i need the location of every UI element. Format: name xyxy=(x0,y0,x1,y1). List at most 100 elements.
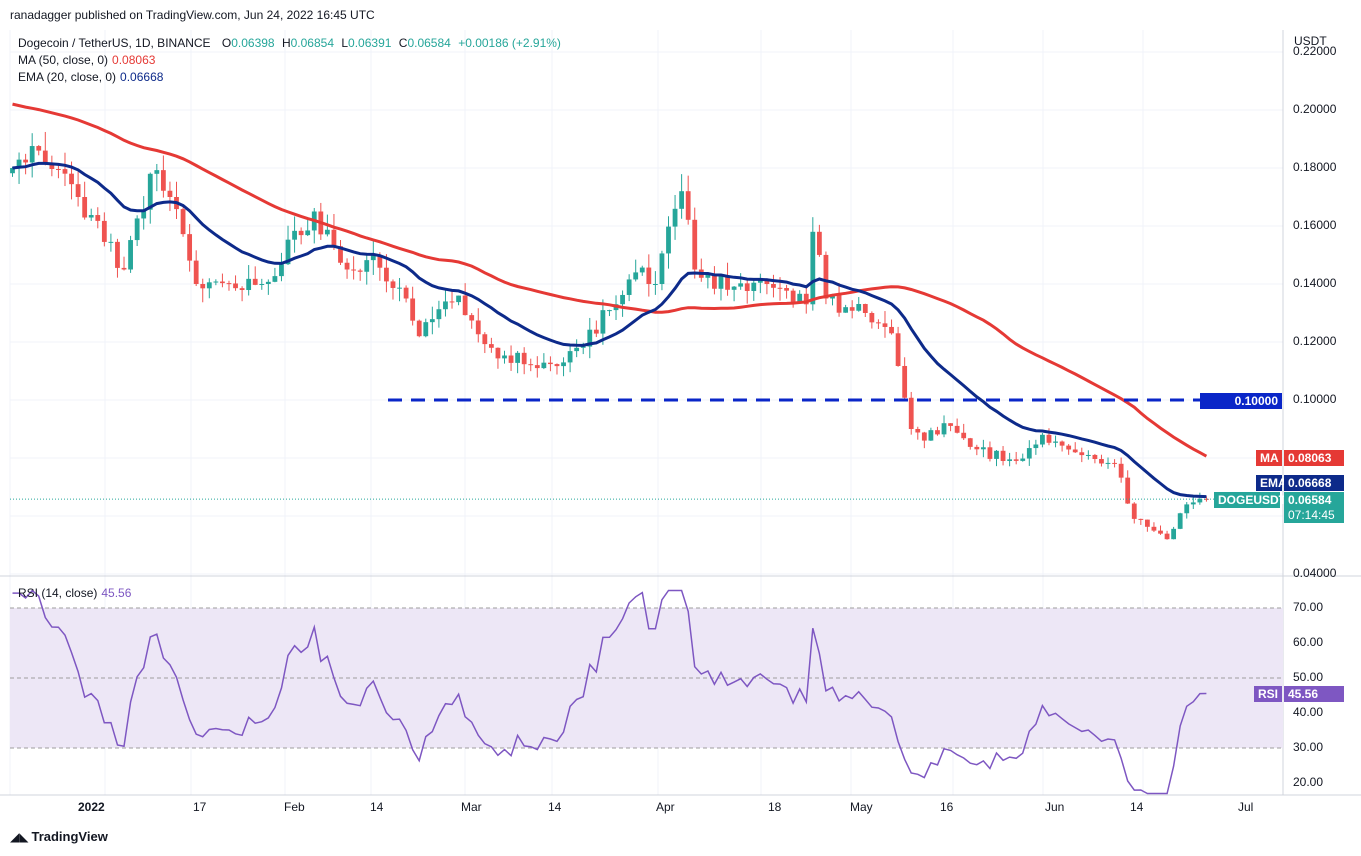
candle-body xyxy=(1164,533,1170,540)
rsi-tick: 50.00 xyxy=(1293,670,1324,684)
candle-body xyxy=(1131,503,1137,519)
tradingview-logo[interactable]: ◢◣ TradingView xyxy=(10,829,108,844)
candle-body xyxy=(1059,441,1065,446)
time-tick: 17 xyxy=(193,800,207,814)
ema-badge-name: EMA xyxy=(1256,475,1287,491)
ohlc-open-label: O xyxy=(221,36,232,50)
candle-body xyxy=(115,241,120,268)
candle-body xyxy=(75,184,81,197)
candle-body xyxy=(797,293,803,304)
time-tick: Mar xyxy=(461,800,482,814)
candle-body xyxy=(154,170,160,174)
candle-body xyxy=(508,355,514,363)
candle-body xyxy=(259,284,265,285)
candle-body xyxy=(56,168,61,170)
candle-body xyxy=(856,304,862,311)
candle-body xyxy=(574,347,580,352)
candle-body xyxy=(1066,445,1072,450)
candle-body xyxy=(23,159,29,163)
candle-body xyxy=(1112,462,1117,464)
candle-body xyxy=(744,283,750,291)
candle-body xyxy=(403,287,409,299)
candle-body xyxy=(397,287,402,289)
time-tick: 16 xyxy=(940,800,954,814)
ohlc-low: 0.06391 xyxy=(348,36,392,50)
candle-body xyxy=(364,260,370,272)
candle-body xyxy=(475,320,481,335)
candle-body xyxy=(902,365,908,398)
price-tick: 0.04000 xyxy=(1293,566,1337,580)
candle-body xyxy=(36,146,42,151)
candle-body xyxy=(639,267,645,273)
candle-body xyxy=(338,246,343,263)
candle-body xyxy=(889,326,894,334)
candle-body xyxy=(633,272,639,280)
ema20-line xyxy=(12,161,1207,499)
candle-body xyxy=(324,229,330,235)
candle-body xyxy=(95,215,101,221)
candle-body xyxy=(882,323,888,327)
candle-body xyxy=(790,290,796,304)
candle-body xyxy=(160,170,166,191)
price-tick: 0.20000 xyxy=(1293,102,1337,116)
time-tick: 2022 xyxy=(78,800,105,814)
candle-body xyxy=(1092,454,1098,460)
candle-body xyxy=(685,191,691,220)
candle-body xyxy=(836,294,842,313)
time-tick: Apr xyxy=(656,800,675,814)
candle-body xyxy=(220,281,225,284)
candle-body xyxy=(252,278,258,285)
time-tick: May xyxy=(850,800,873,814)
candle-body xyxy=(738,283,744,287)
price-tick: 0.18000 xyxy=(1293,160,1337,174)
candle-body xyxy=(1026,448,1032,459)
rsi-layer xyxy=(10,589,1283,795)
candle-body xyxy=(908,397,914,429)
candle-body xyxy=(567,351,573,363)
ma-legend-label: MA (50, close, 0) xyxy=(18,53,109,67)
candle-body xyxy=(344,262,350,270)
candle-body xyxy=(692,219,698,270)
candle-body xyxy=(626,279,632,295)
ema-badge-value: 0.06668 xyxy=(1284,475,1344,491)
rsi-line xyxy=(12,589,1207,795)
candle-body xyxy=(82,197,88,218)
candle-body xyxy=(423,322,429,337)
candle-body xyxy=(980,447,986,450)
candle-body xyxy=(233,283,238,289)
candle-body xyxy=(495,347,501,359)
price-tick: 0.14000 xyxy=(1293,276,1337,290)
price-tick: 0.12000 xyxy=(1293,334,1337,348)
candle-body xyxy=(88,215,94,218)
candle-body xyxy=(652,284,658,285)
publisher-line: ranadagger published on TradingView.com,… xyxy=(10,8,375,22)
candle-body xyxy=(1020,458,1026,461)
candle-body xyxy=(1197,498,1203,503)
candle-body xyxy=(928,430,934,441)
candle-body xyxy=(534,365,540,369)
candle-body xyxy=(1105,462,1111,464)
candle-body xyxy=(974,446,980,450)
candle-body xyxy=(292,230,297,240)
symbol-legend: Dogecoin / TetherUS, 1D, BINANCE O0.0639… xyxy=(18,36,561,50)
candle-body xyxy=(410,298,416,321)
candle-body xyxy=(659,253,665,284)
candle-body xyxy=(239,288,245,291)
candle-body xyxy=(915,429,921,433)
candle-body xyxy=(528,364,534,366)
candle-body xyxy=(548,362,553,365)
candle-body xyxy=(384,267,389,282)
time-tick: 18 xyxy=(768,800,782,814)
time-tick: 14 xyxy=(548,800,562,814)
candle-body xyxy=(42,150,48,164)
candle-body xyxy=(921,432,927,441)
candle-body xyxy=(849,307,855,311)
candle-body xyxy=(620,294,625,305)
candle-body xyxy=(1144,519,1150,527)
symbol-badge-name: DOGEUSDT xyxy=(1214,492,1286,508)
candle-body xyxy=(561,362,566,367)
rsi-tick: 60.00 xyxy=(1293,635,1324,649)
rsi-badge-name: RSI xyxy=(1254,686,1282,702)
ma-legend-value: 0.08063 xyxy=(112,53,156,67)
